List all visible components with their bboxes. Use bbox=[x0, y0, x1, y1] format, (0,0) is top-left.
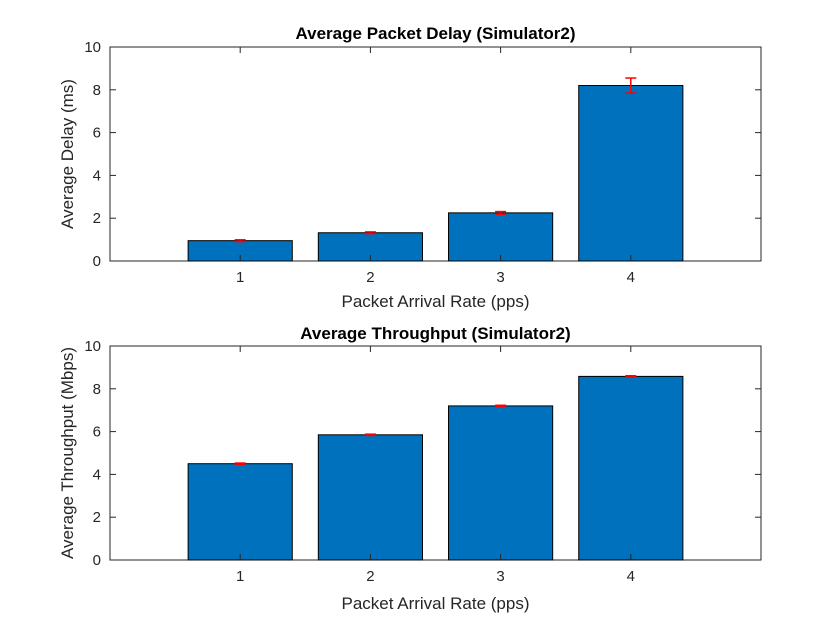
throughput-bar-2 bbox=[317, 434, 423, 561]
throughput-y-ticks: 0 2 4 6 8 10 bbox=[84, 338, 761, 569]
delay-y-tick-label: 6 bbox=[93, 125, 101, 142]
throughput-x-axis-label: Packet Arrival Rate (pps) bbox=[341, 594, 529, 613]
throughput-subplot: Average Throughput (Simulator2) Packet A… bbox=[58, 324, 762, 613]
delay-x-tick-label: 4 bbox=[627, 269, 635, 286]
throughput-y-tick-label: 6 bbox=[93, 424, 101, 441]
delay-bars bbox=[187, 85, 684, 262]
throughput-y-tick-label: 4 bbox=[93, 466, 101, 483]
throughput-y-tick-label: 10 bbox=[84, 338, 101, 355]
throughput-chart-title: Average Throughput (Simulator2) bbox=[300, 324, 570, 343]
delay-subplot: Average Packet Delay (Simulator2) Packet… bbox=[58, 24, 762, 311]
throughput-y-tick-label: 8 bbox=[93, 381, 101, 398]
delay-y-tick-label: 4 bbox=[93, 167, 101, 184]
throughput-error-bar-4 bbox=[625, 374, 637, 378]
delay-x-tick-label: 1 bbox=[236, 269, 244, 286]
delay-y-tick-label: 10 bbox=[84, 39, 101, 56]
delay-y-tick-label: 0 bbox=[93, 253, 101, 270]
delay-error-bars bbox=[234, 77, 637, 243]
delay-y-ticks: 0 2 4 6 8 10 bbox=[84, 39, 761, 270]
delay-error-bar-1 bbox=[234, 239, 246, 243]
delay-error-bar-3 bbox=[495, 210, 507, 215]
throughput-error-bar-1 bbox=[234, 462, 246, 466]
delay-y-axis-label: Average Delay (ms) bbox=[58, 79, 77, 229]
delay-x-ticks: 1 2 3 4 bbox=[236, 47, 635, 286]
delay-bar-3 bbox=[448, 212, 554, 262]
throughput-bar-3 bbox=[448, 405, 554, 561]
throughput-x-ticks: 1 2 3 4 bbox=[236, 346, 635, 585]
delay-error-bar-2 bbox=[364, 231, 376, 235]
throughput-error-bar-2 bbox=[364, 433, 376, 437]
throughput-bar-4 bbox=[578, 375, 684, 561]
throughput-bar-1 bbox=[187, 463, 293, 561]
delay-x-tick-label: 3 bbox=[496, 269, 504, 286]
delay-bar-4 bbox=[578, 85, 684, 262]
throughput-error-bars bbox=[234, 374, 637, 466]
throughput-error-bar-3 bbox=[495, 404, 507, 408]
delay-x-axis-label: Packet Arrival Rate (pps) bbox=[341, 292, 529, 311]
delay-error-bar-4 bbox=[625, 77, 637, 94]
throughput-bars bbox=[187, 375, 684, 561]
throughput-x-tick-label: 1 bbox=[236, 568, 244, 585]
delay-y-tick-label: 2 bbox=[93, 210, 101, 227]
throughput-y-axis-label: Average Throughput (Mbps) bbox=[58, 347, 77, 559]
delay-chart-title: Average Packet Delay (Simulator2) bbox=[296, 24, 576, 43]
throughput-y-tick-label: 0 bbox=[93, 552, 101, 569]
throughput-y-tick-label: 2 bbox=[93, 509, 101, 526]
throughput-x-tick-label: 4 bbox=[627, 568, 635, 585]
throughput-x-tick-label: 2 bbox=[366, 568, 374, 585]
delay-x-tick-label: 2 bbox=[366, 269, 374, 286]
throughput-x-tick-label: 3 bbox=[496, 568, 504, 585]
delay-y-tick-label: 8 bbox=[93, 82, 101, 99]
